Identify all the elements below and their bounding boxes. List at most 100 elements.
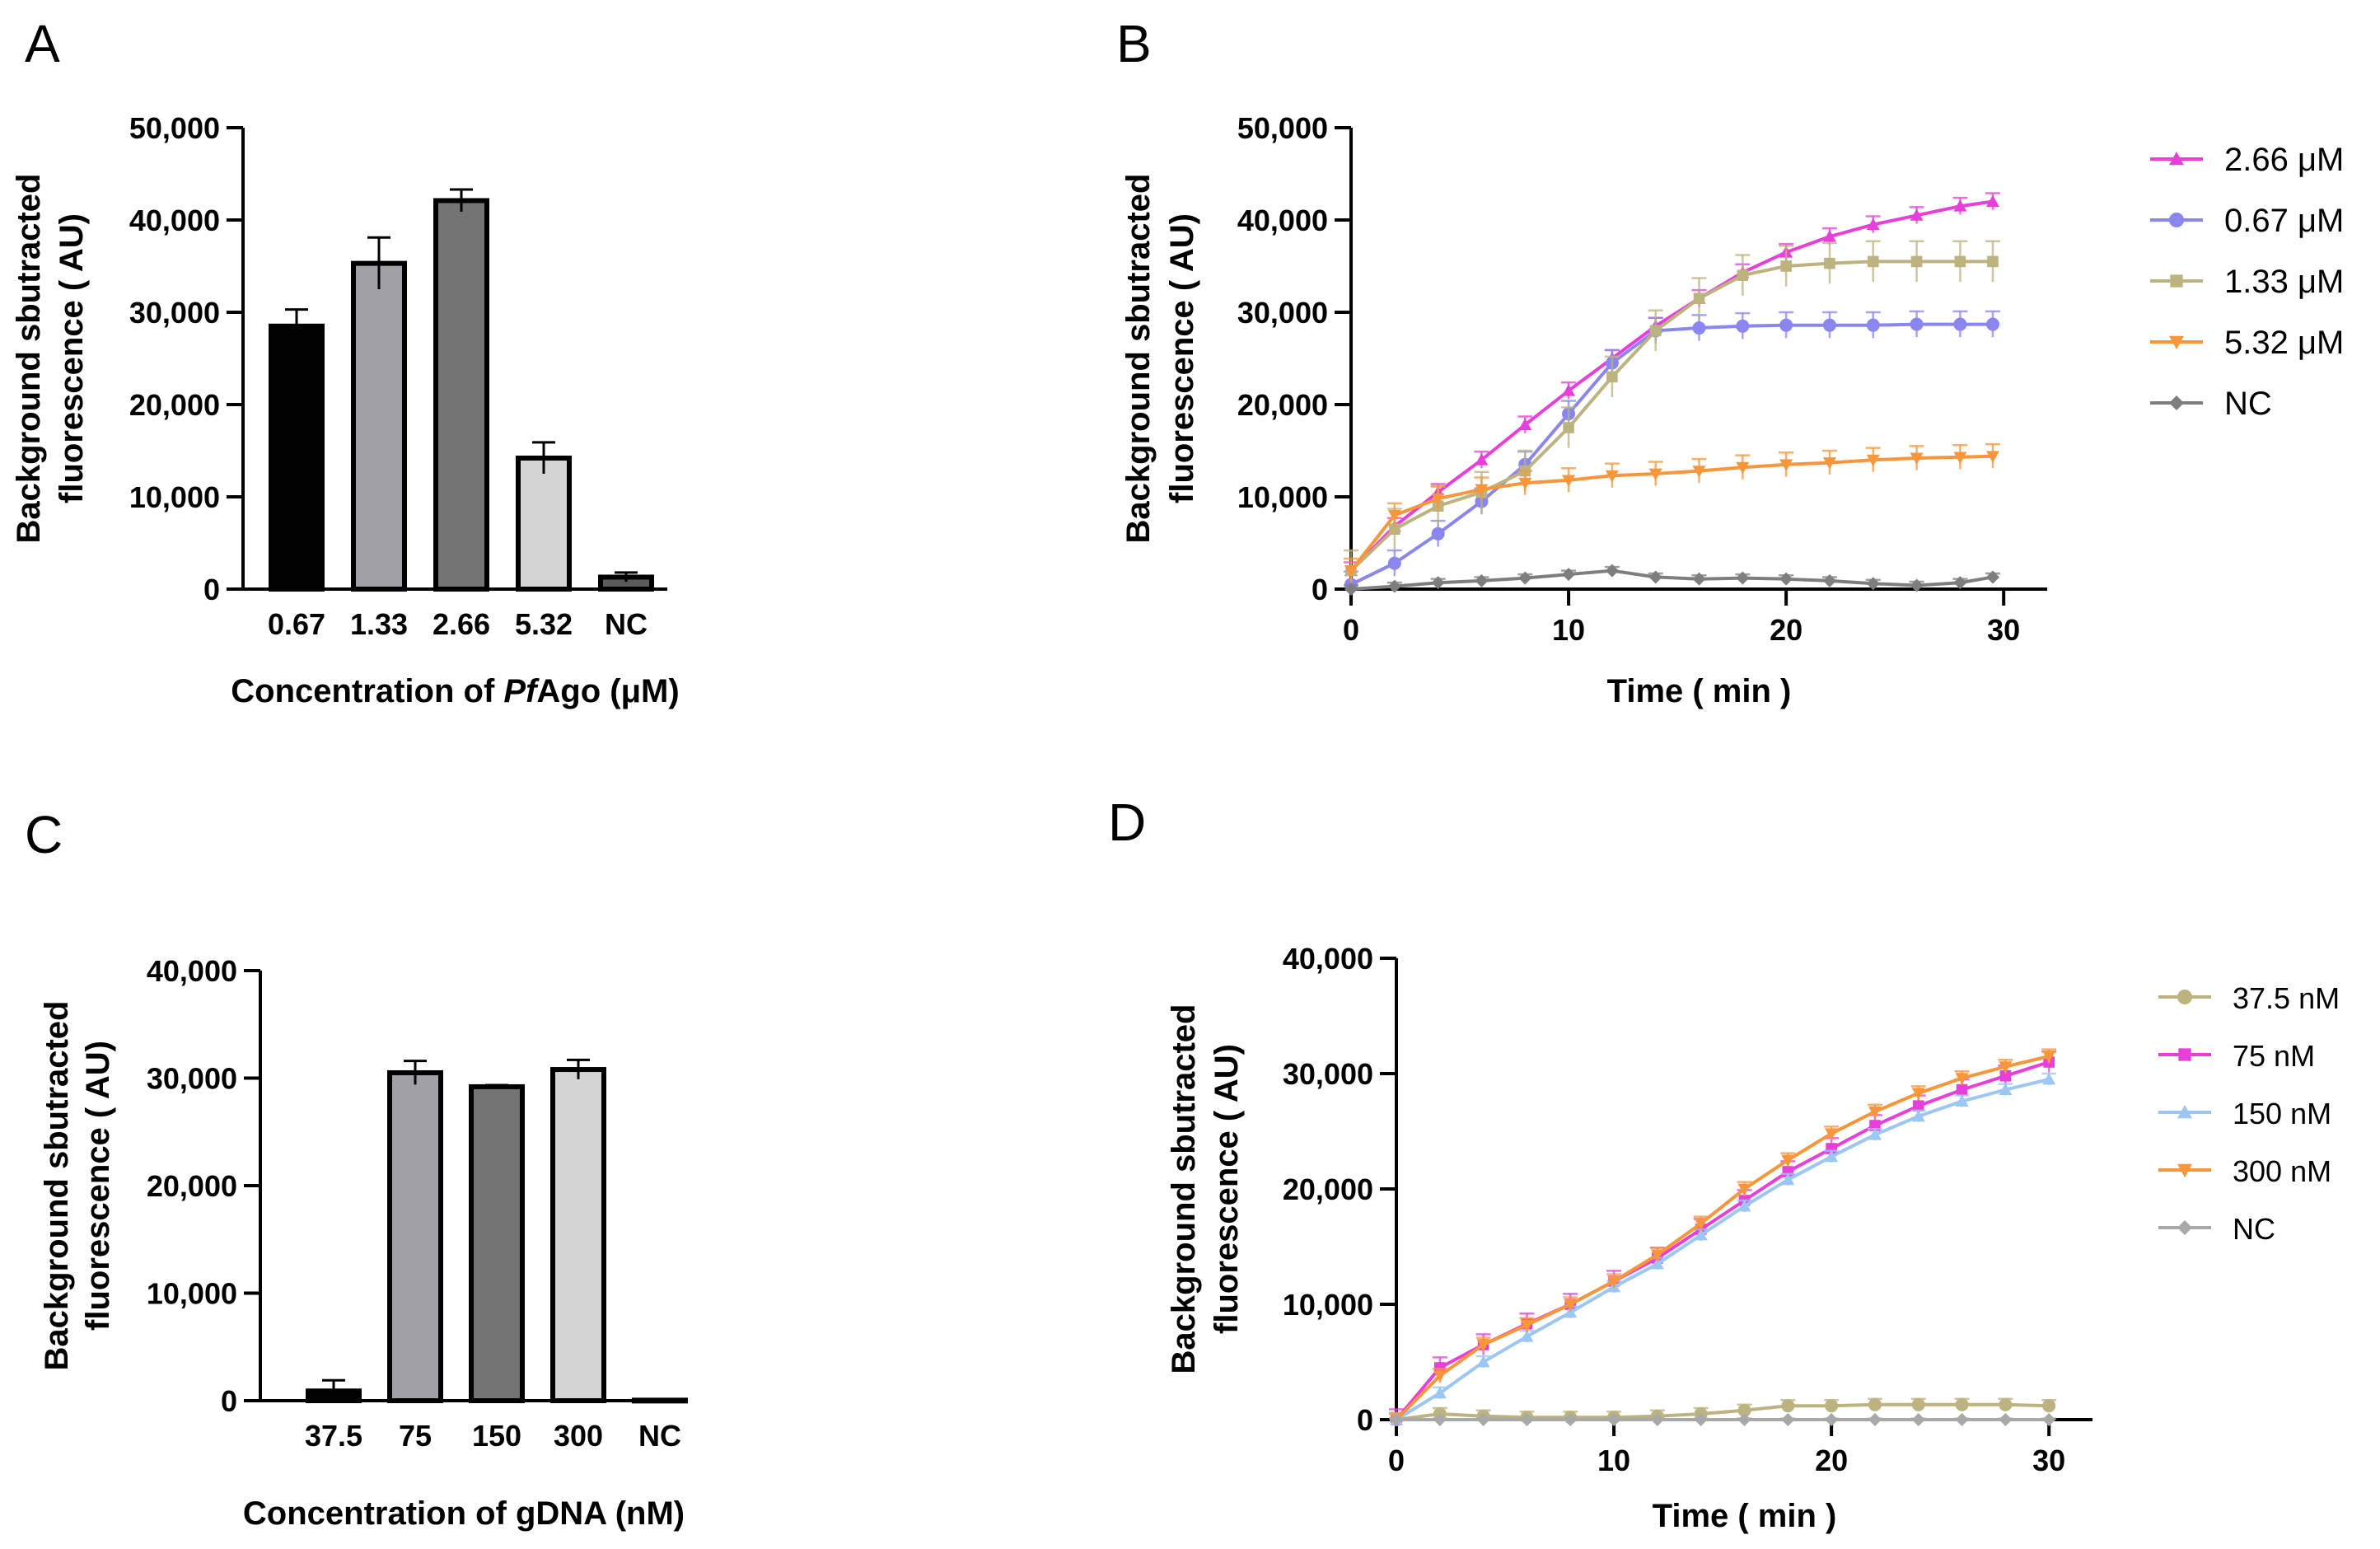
panel-b-data-point [1954, 255, 1966, 268]
panel-label-b: B [1116, 14, 1152, 73]
panel-b-data-point [1518, 571, 1532, 585]
panel-b-data-point [1985, 570, 1999, 584]
panel-a-y-axis-title-line-2: fluorescence ( AU) [54, 213, 90, 503]
panel-b-legend-label: 2.66 μM [2224, 142, 2344, 178]
panel-d-data-point [1476, 1413, 1490, 1426]
panel-d-series-nc [1389, 1413, 2057, 1426]
panel-b-y-tick-label: 10,000 [1237, 480, 1328, 514]
panel-d-data-point [1607, 1275, 1621, 1288]
panel-a-y-tick-label: 40,000 [129, 204, 220, 237]
panel-b-y-tick-label: 30,000 [1237, 296, 1328, 330]
panel-c-bar-chart: 0 10,000 20,000 30,000 40,000 Background sbut… [39, 954, 688, 1532]
panel-d-x-tick-label: 10 [1597, 1444, 1630, 1477]
panel-b-data-point [1867, 255, 1879, 268]
panel-c-y-tick-label: 30,000 [147, 1062, 237, 1096]
panel-d-legend-marker [2177, 1105, 2192, 1119]
panel-b-data-point [1953, 199, 1967, 212]
panel-c-bar [387, 1069, 443, 1403]
panel-a-x-axis-title-part: Concentration of [231, 673, 503, 709]
panel-b-data-point [1910, 452, 1924, 465]
panel-b-data-point [1518, 477, 1532, 490]
panel-d-data-point [1781, 1413, 1795, 1426]
panel-b-legend-label: 0.67 μM [2224, 203, 2344, 239]
panel-b-series-line [1349, 454, 1994, 572]
panel-d-data-point [1390, 1413, 1403, 1426]
panel-d-data-point [1476, 1355, 1490, 1368]
panel-d-data-point [1694, 1218, 1708, 1230]
panel-b-data-point [1866, 318, 1880, 332]
panel-b-x-axis-title: Time ( min ) [1607, 673, 1792, 709]
panel-d-data-point [1999, 1397, 2013, 1411]
panel-d-series-150-nm [1389, 1072, 2057, 1425]
panel-b-data-point [1692, 466, 1706, 478]
panel-b-data-point [1648, 468, 1662, 480]
panel-b-data-point [1648, 570, 1662, 584]
panel-b-y-axis-title-line-2: fluorescence ( AU) [1164, 213, 1200, 503]
panel-b-series-line [1349, 260, 1993, 573]
panel-b-data-point [1822, 318, 1836, 332]
panel-b-data-point [1953, 576, 1967, 590]
panel-a-x-tick-label: NC [605, 607, 648, 641]
panel-b-series-nc [1344, 564, 2000, 596]
panel-d-data-point [1476, 1339, 1490, 1351]
panel-a-bar [351, 260, 407, 592]
panel-d-data-point [1650, 1249, 1664, 1261]
panel-d-legend-label: 300 nM [2233, 1154, 2331, 1188]
panel-d-data-point [1434, 1362, 1446, 1374]
panel-d-data-point [1520, 1330, 1534, 1342]
panel-b-x-tick-label: 30 [1987, 613, 2020, 647]
panel-a-bar [433, 198, 489, 592]
panel-b-data-point [1692, 321, 1706, 335]
panel-d-data-point [2042, 1051, 2056, 1063]
panel-d-legend-marker [2177, 990, 2192, 1004]
panel-d-x-tick-label: 20 [1815, 1444, 1848, 1477]
panel-b-data-point [1387, 510, 1401, 522]
panel-d-line-chart: 0 10,000 20,000 30,000 40,000 0 10 20 30 Backgrou… [1166, 942, 2340, 1534]
panel-a-y-tick-label: 30,000 [129, 296, 220, 330]
panel-d-data-point [2042, 1399, 2056, 1413]
panel-d-data-point [1912, 1100, 1924, 1111]
panel-b-legend-marker [2169, 152, 2184, 166]
panel-b-data-point [1563, 422, 1574, 433]
panel-c-x-tick-label: NC [638, 1419, 681, 1453]
panel-d-data-point [1694, 1413, 1708, 1426]
panel-b-data-point [1693, 292, 1705, 304]
panel-d-data-point [1737, 1200, 1751, 1212]
panel-b-data-point [1985, 317, 1999, 331]
panel-c-y-tick-label: 20,000 [147, 1169, 237, 1203]
panel-d-data-point [1520, 1413, 1534, 1426]
panel-label-a: A [25, 14, 60, 73]
panel-b-data-point [1736, 571, 1750, 585]
panel-d-data-point [1607, 1413, 1621, 1426]
panel-b-data-point [1779, 572, 1793, 586]
panel-b-data-point [1475, 484, 1489, 497]
panel-a-x-axis-title-part: Pf [503, 673, 540, 709]
panel-b-x-tick-label: 20 [1770, 613, 1803, 647]
panel-d-y-tick-label: 10,000 [1283, 1288, 1373, 1322]
panel-d-data-point [1650, 1257, 1664, 1270]
panel-d-legend-marker [2178, 1048, 2191, 1061]
panel-c-y-axis-title-line-1: Background sbutracted [39, 1001, 75, 1371]
panel-a-bar [269, 323, 325, 592]
panel-b-data-point [1910, 208, 1924, 221]
panel-b-data-point [1910, 317, 1924, 331]
panel-c-bar [550, 1067, 606, 1404]
panel-d-data-point [1737, 1183, 1751, 1196]
panel-b-data-point [1649, 325, 1662, 337]
panel-c-bar [469, 1083, 525, 1403]
panel-b-x-tick-label: 10 [1552, 613, 1585, 647]
panel-a-x-tick-label: 1.33 [350, 607, 408, 641]
panel-a-x-tick-label: 2.66 [433, 607, 490, 641]
panel-b-data-point [1562, 475, 1576, 487]
panel-b-data-point [1475, 453, 1489, 466]
panel-d-data-point [1781, 1172, 1795, 1186]
panel-b-data-point [1475, 573, 1489, 587]
panel-b-x-tick-label: 0 [1343, 613, 1359, 647]
panel-b-data-point [1562, 568, 1576, 582]
panel-d-data-point [1956, 1083, 1968, 1096]
panel-d-data-point [1999, 1070, 2012, 1082]
panel-d-data-point [1737, 1413, 1751, 1426]
panel-c-y-tick-label: 0 [221, 1384, 237, 1418]
panel-label-d: D [1108, 793, 1146, 852]
panel-b-y-tick-label: 50,000 [1237, 111, 1328, 145]
